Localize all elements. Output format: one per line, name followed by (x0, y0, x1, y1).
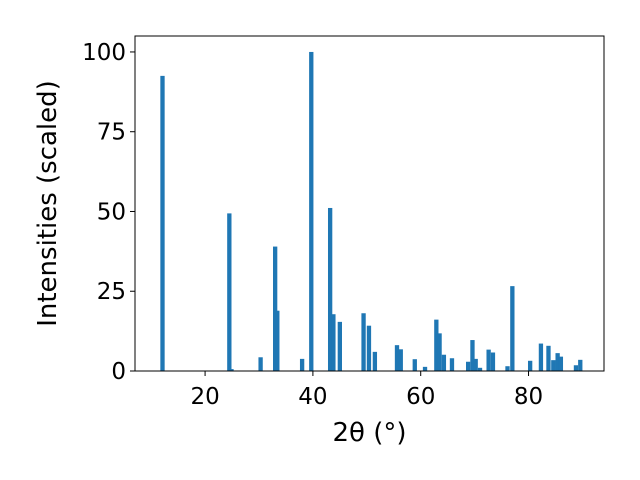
bar (441, 354, 447, 371)
bar (299, 358, 305, 371)
bar (490, 352, 496, 371)
bar (551, 360, 556, 371)
bar (366, 325, 372, 371)
bar (510, 286, 515, 371)
bar (573, 365, 579, 371)
bar (538, 343, 544, 371)
bar (275, 310, 280, 371)
bars-group (160, 51, 583, 371)
bar (473, 358, 478, 371)
bar (578, 359, 583, 371)
bar (398, 349, 403, 371)
x-tick-label: 40 (298, 384, 327, 410)
plot-frame (134, 35, 605, 372)
y-tick-label: 25 (97, 279, 126, 305)
bar (309, 51, 314, 371)
bar (361, 313, 366, 371)
bar (470, 340, 475, 371)
bar (422, 366, 428, 371)
bar (394, 345, 400, 371)
bar (434, 319, 439, 371)
y-tick-label: 50 (97, 199, 126, 225)
bar (437, 333, 442, 371)
bar (505, 366, 510, 371)
bar (466, 361, 471, 371)
bar (555, 353, 560, 371)
bar (227, 213, 232, 371)
bar (273, 246, 278, 371)
y-axis-ticks: 0 25 50 75 100 (82, 40, 135, 385)
x-axis-label: 2θ (°) (332, 418, 406, 448)
bar (477, 367, 483, 371)
bar (331, 314, 336, 371)
bar (486, 349, 491, 371)
bar (558, 356, 564, 371)
x-axis-ticks: 20 40 60 80 (190, 371, 543, 410)
bar (229, 369, 234, 371)
bar (160, 75, 165, 371)
y-tick-label: 0 (111, 359, 126, 385)
bar (258, 357, 263, 371)
x-tick-label: 60 (406, 384, 435, 410)
y-axis-label: Intensities (scaled) (33, 80, 63, 327)
bar (337, 321, 342, 371)
bar (372, 351, 378, 371)
bar (449, 358, 455, 371)
bar (412, 359, 417, 371)
bar (546, 345, 551, 371)
bar (527, 360, 533, 371)
bar (327, 207, 333, 371)
y-tick-label: 75 (97, 120, 126, 146)
y-tick-label: 100 (82, 40, 126, 66)
x-tick-label: 20 (190, 384, 219, 410)
x-tick-label: 80 (514, 384, 543, 410)
